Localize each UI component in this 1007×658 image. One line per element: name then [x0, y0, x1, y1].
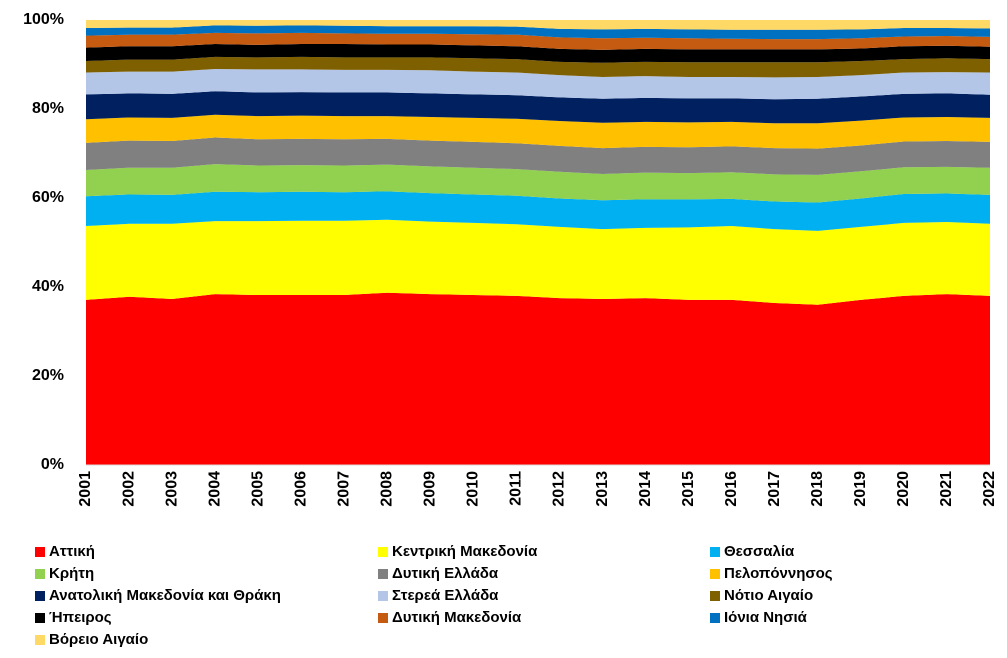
y-tick-label: 20%: [32, 367, 64, 384]
x-tick-label: 2001: [77, 471, 94, 507]
area: [86, 292, 990, 465]
x-tick-label: 2005: [249, 471, 266, 507]
legend-swatch: [35, 613, 45, 623]
legend-swatch: [35, 569, 45, 579]
x-tick-label: 2013: [594, 471, 611, 507]
x-tick-label: 2008: [379, 471, 396, 507]
legend-swatch: [35, 547, 45, 557]
x-tick-label: 2019: [852, 471, 869, 507]
y-tick-label: 0%: [41, 456, 64, 473]
legend-swatch: [710, 591, 720, 601]
x-tick-label: 2018: [809, 471, 826, 507]
x-tick-label: 2020: [895, 471, 912, 507]
legend-swatch: [378, 547, 388, 557]
area: [86, 137, 990, 175]
area: [86, 20, 990, 30]
area: [86, 114, 990, 149]
x-tick-label: 2016: [723, 471, 740, 507]
area: [86, 56, 990, 78]
x-tick-label: 2006: [292, 471, 309, 507]
legend-swatch: [710, 569, 720, 579]
legend-label: Ιόνια Νησιά: [724, 609, 808, 626]
legend-swatch: [378, 591, 388, 601]
area: [86, 191, 990, 231]
legend-label: Δυτική Ελλάδα: [392, 565, 499, 582]
x-tick-label: 2007: [336, 471, 353, 507]
x-tick-label: 2009: [422, 471, 439, 507]
legend-label: Θεσσαλία: [724, 543, 795, 560]
x-tick-label: 2022: [981, 471, 998, 507]
y-tick-label: 100%: [23, 11, 64, 28]
legend-label: Κεντρική Μακεδονία: [392, 543, 538, 560]
x-tick-label: 2002: [120, 471, 137, 507]
area: [86, 68, 990, 100]
legend-swatch: [710, 613, 720, 623]
x-tick-label: 2015: [680, 471, 697, 507]
legend-label: Κρήτη: [49, 565, 94, 582]
legend-label: Αττική: [49, 543, 95, 560]
x-tick-label: 2004: [206, 471, 223, 507]
y-tick-label: 80%: [32, 100, 64, 117]
legend-swatch: [378, 569, 388, 579]
legend-label: Ήπειρος: [49, 609, 112, 626]
legend-swatch: [378, 613, 388, 623]
area: [86, 25, 990, 40]
legend-swatch: [710, 547, 720, 557]
legend-label: Πελοπόννησος: [724, 565, 833, 582]
x-tick-label: 2003: [163, 471, 180, 507]
y-tick-label: 60%: [32, 189, 64, 206]
x-tick-label: 2010: [465, 471, 482, 507]
area: [86, 44, 990, 63]
legend-label: Νότιο Αιγαίο: [724, 587, 813, 604]
y-tick-label: 40%: [32, 278, 64, 295]
area: [86, 164, 990, 203]
area: [86, 32, 990, 50]
area: [86, 91, 990, 124]
area: [86, 219, 990, 305]
legend-label: Ανατολική Μακεδονία και Θράκη: [49, 587, 281, 604]
x-tick-label: 2014: [637, 471, 654, 507]
x-tick-label: 2017: [766, 471, 783, 507]
legend-swatch: [35, 591, 45, 601]
legend-label: Βόρειο Αιγαίο: [49, 631, 148, 648]
legend-label: Στερεά Ελλάδα: [392, 587, 499, 604]
x-tick-label: 2012: [551, 471, 568, 507]
x-tick-label: 2011: [508, 471, 525, 506]
legend-label: Δυτική Μακεδονία: [392, 609, 522, 626]
x-tick-label: 2021: [938, 471, 955, 507]
legend-swatch: [35, 635, 45, 645]
